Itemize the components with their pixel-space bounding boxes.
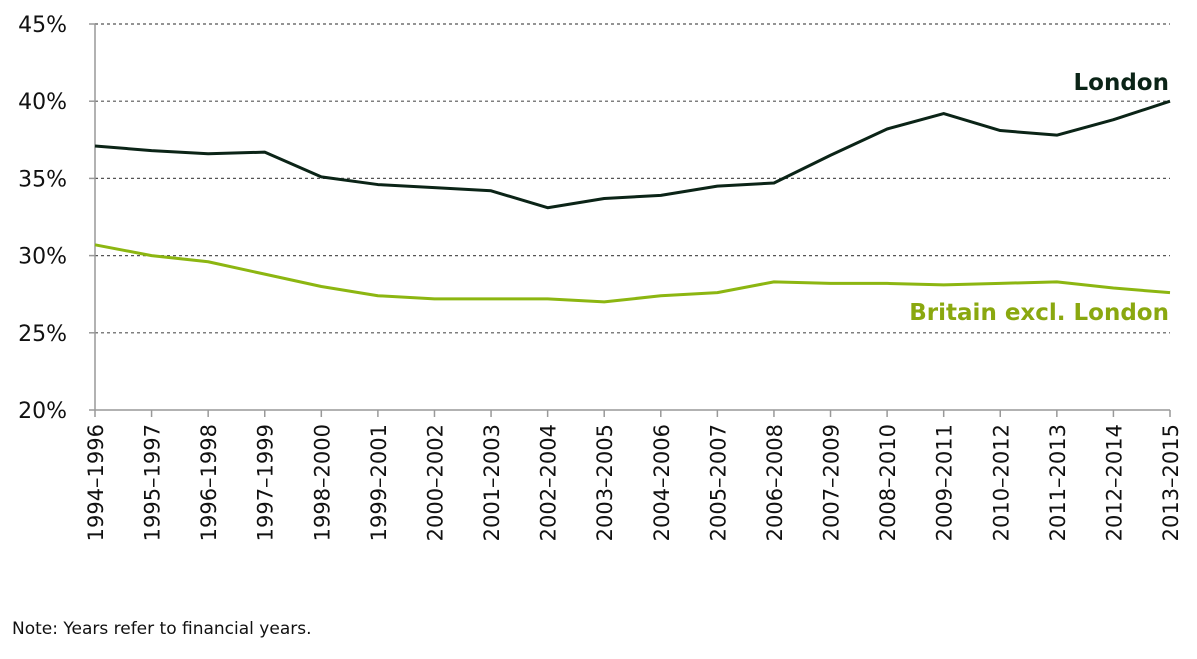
series-line-london [94,99,1171,210]
x-tick-label: 2005–2007 [706,424,730,541]
x-tick-label: 2003–2005 [593,424,617,541]
x-tick-label: 1998–2000 [310,424,334,541]
x-tick-label: 2000–2002 [423,424,447,541]
x-tick-label: 2004–2006 [650,424,674,541]
y-tick-label: 35% [18,167,67,192]
y-tick-label: 25% [18,322,67,347]
legend-label-london: London [1074,70,1169,96]
x-tick-label: 1999–2001 [367,424,391,541]
chart-note: Note: Years refer to financial years. [12,619,312,639]
series-line-britain [94,243,1171,304]
y-tick-label: 20% [18,399,67,424]
x-tick-label: 2011–2013 [1046,424,1070,541]
x-tick-label: 2006–2008 [763,424,787,541]
x-tick-label: 2012–2014 [1102,424,1126,541]
y-tick-label: 45% [18,13,67,38]
x-tick-label: 2007–2009 [820,424,844,541]
x-tick-label: 1994–1996 [84,424,108,541]
x-tick-label: 2001–2003 [480,424,504,541]
y-tick-label: 30% [18,245,67,270]
x-tick-label: 2013–2015 [1159,424,1183,541]
x-tick-label: 1995–1997 [141,424,165,541]
y-tick-label: 40% [18,90,67,115]
x-tick-label: 2002–2004 [537,424,561,541]
x-tick-label: 1996–1998 [197,424,221,541]
x-tick-label: 1997–1999 [254,424,278,541]
x-tick-label: 2008–2010 [876,424,900,541]
legend-label-britain: Britain excl. London [909,300,1169,326]
x-tick-label: 2009–2011 [933,424,957,541]
x-tick-label: 2010–2012 [989,424,1013,541]
